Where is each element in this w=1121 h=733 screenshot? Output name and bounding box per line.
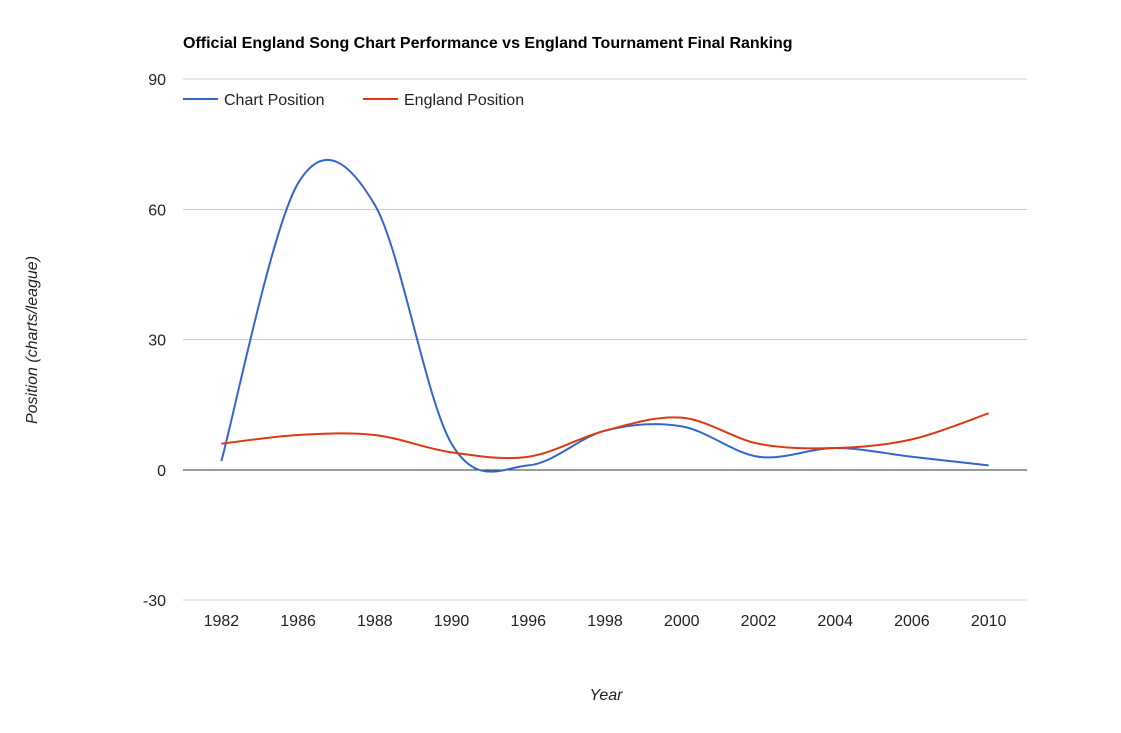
y-tick-label: 0 (157, 463, 166, 480)
data-point-england-position[interactable] (678, 414, 686, 422)
series-lines (217, 159, 993, 473)
x-tick-label: 1998 (587, 613, 623, 630)
data-point-chart-position[interactable] (217, 457, 225, 465)
x-tick-label: 1988 (357, 613, 393, 630)
x-tick-label: 2000 (664, 613, 700, 630)
x-tick-label: 2006 (894, 613, 930, 630)
data-point-chart-position[interactable] (908, 453, 916, 461)
x-tick-label: 1982 (204, 613, 240, 630)
x-axis-ticks: 1982 1986 1988 1990 1996 1998 2000 2002 2004 2006… (204, 613, 1007, 630)
x-tick-label: 2010 (971, 613, 1007, 630)
y-tick-label: 90 (148, 72, 166, 89)
data-point-chart-position[interactable] (985, 461, 993, 469)
x-tick-label: 2004 (817, 613, 853, 630)
legend-label-england-position: England Position (404, 92, 524, 109)
x-tick-label: 1986 (280, 613, 316, 630)
legend-label-chart-position: Chart Position (224, 92, 325, 109)
legend-item-england-position[interactable]: England Position (363, 92, 524, 109)
data-point-england-position[interactable] (294, 431, 302, 439)
data-point-england-position[interactable] (371, 431, 379, 439)
data-point-england-position[interactable] (448, 448, 456, 456)
data-point-england-position[interactable] (601, 427, 609, 435)
data-point-chart-position[interactable] (678, 422, 686, 430)
chart-title: Official England Song Chart Performance … (183, 35, 793, 52)
y-tick-label: -30 (143, 593, 166, 610)
x-axis-title: Year (590, 687, 624, 704)
data-point-chart-position[interactable] (294, 179, 302, 187)
data-point-england-position[interactable] (831, 444, 839, 452)
data-point-chart-position[interactable] (371, 201, 379, 209)
data-point-chart-position[interactable] (754, 453, 762, 461)
series-line-england-position[interactable] (221, 412, 989, 460)
legend: Chart Position England Position (183, 92, 524, 109)
data-point-england-position[interactable] (217, 440, 225, 448)
legend-item-chart-position[interactable]: Chart Position (183, 92, 325, 109)
y-axis-ticks: 90 60 30 0 -30 (143, 72, 166, 610)
data-point-england-position[interactable] (524, 453, 532, 461)
data-point-chart-position[interactable] (524, 461, 532, 469)
series-line-chart-position[interactable] (220, 159, 989, 473)
x-tick-label: 1996 (510, 613, 546, 630)
data-point-chart-position[interactable] (448, 440, 456, 448)
gridlines (183, 78, 1027, 601)
x-tick-label: 1990 (434, 613, 470, 630)
y-tick-label: 60 (148, 202, 166, 219)
data-point-england-position[interactable] (754, 440, 762, 448)
data-point-england-position[interactable] (985, 409, 993, 417)
y-tick-label: 30 (148, 333, 166, 350)
x-tick-label: 2002 (741, 613, 777, 630)
y-axis-title: Position (charts/league) (24, 256, 41, 424)
data-point-england-position[interactable] (908, 435, 916, 443)
